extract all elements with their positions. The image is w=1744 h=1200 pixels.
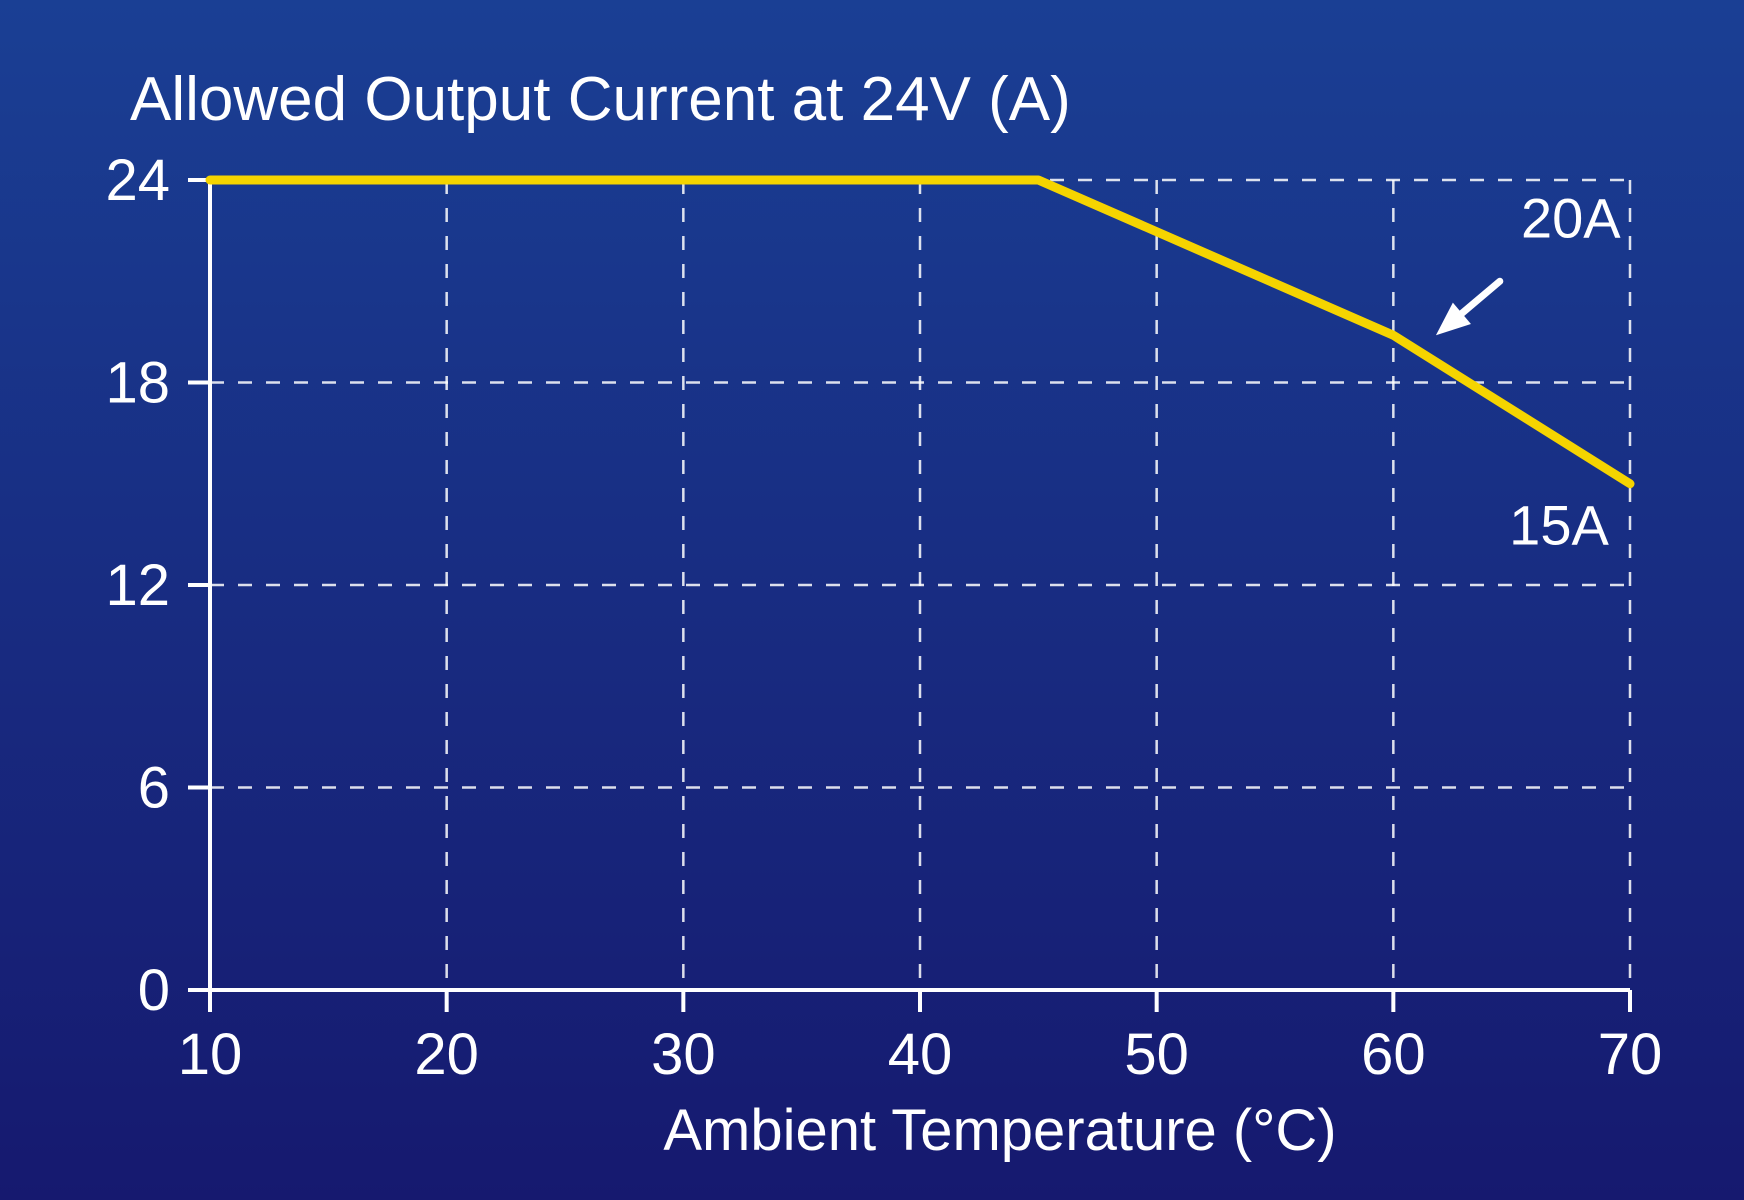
chart-derating-curve: 10 20 30 40 50 60 70 0 6 12 18 24 20A 15A Allowed Outp… <box>0 0 1744 1200</box>
y-tick-label: 12 <box>105 553 170 618</box>
annotation-label: 15A <box>1509 494 1609 557</box>
x-axis-label: Ambient Temperature (°C) <box>663 1098 1336 1163</box>
x-tick-label: 70 <box>1598 1022 1663 1087</box>
y-tick-label: 0 <box>138 958 170 1023</box>
x-tick-label: 30 <box>651 1022 716 1087</box>
x-tick-label: 20 <box>414 1022 479 1087</box>
y-tick-label: 6 <box>138 756 170 821</box>
chart-title: Allowed Output Current at 24V (A) <box>130 65 1071 134</box>
x-tick-label: 60 <box>1361 1022 1426 1087</box>
x-tick-label: 50 <box>1124 1022 1189 1087</box>
y-tick-label: 24 <box>105 148 170 213</box>
x-tick-label: 10 <box>178 1022 243 1087</box>
y-tick-label: 18 <box>105 351 170 416</box>
x-tick-label: 40 <box>888 1022 953 1087</box>
annotation-label: 20A <box>1521 186 1621 249</box>
